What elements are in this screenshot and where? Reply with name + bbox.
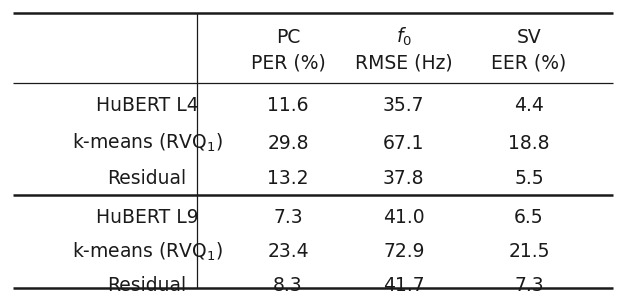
Text: k-means (RVQ$_1$): k-means (RVQ$_1$) — [72, 241, 222, 263]
Text: SV: SV — [516, 28, 541, 47]
Text: k-means (RVQ$_1$): k-means (RVQ$_1$) — [72, 132, 222, 154]
Text: 7.3: 7.3 — [273, 208, 303, 227]
Text: 41.0: 41.0 — [383, 208, 424, 227]
Text: 8.3: 8.3 — [273, 276, 303, 295]
Text: 29.8: 29.8 — [267, 134, 309, 153]
Text: PER (%): PER (%) — [250, 53, 326, 72]
Text: EER (%): EER (%) — [491, 53, 567, 72]
Text: HuBERT L4: HuBERT L4 — [96, 96, 198, 115]
Text: 67.1: 67.1 — [383, 134, 424, 153]
Text: HuBERT L9: HuBERT L9 — [96, 208, 198, 227]
Text: 4.4: 4.4 — [514, 96, 544, 115]
Text: 41.7: 41.7 — [383, 276, 424, 295]
Text: 21.5: 21.5 — [508, 242, 550, 261]
Text: 37.8: 37.8 — [383, 169, 424, 188]
Text: 35.7: 35.7 — [383, 96, 424, 115]
Text: 13.2: 13.2 — [267, 169, 309, 188]
Text: Residual: Residual — [108, 169, 187, 188]
Text: 6.5: 6.5 — [514, 208, 544, 227]
Text: $f_0$: $f_0$ — [396, 26, 412, 48]
Text: 18.8: 18.8 — [508, 134, 550, 153]
Text: 5.5: 5.5 — [514, 169, 544, 188]
Text: 11.6: 11.6 — [267, 96, 309, 115]
Text: PC: PC — [276, 28, 300, 47]
Text: 7.3: 7.3 — [514, 276, 544, 295]
Text: RMSE (Hz): RMSE (Hz) — [355, 53, 453, 72]
Text: Residual: Residual — [108, 276, 187, 295]
Text: 72.9: 72.9 — [383, 242, 424, 261]
Text: 23.4: 23.4 — [267, 242, 309, 261]
